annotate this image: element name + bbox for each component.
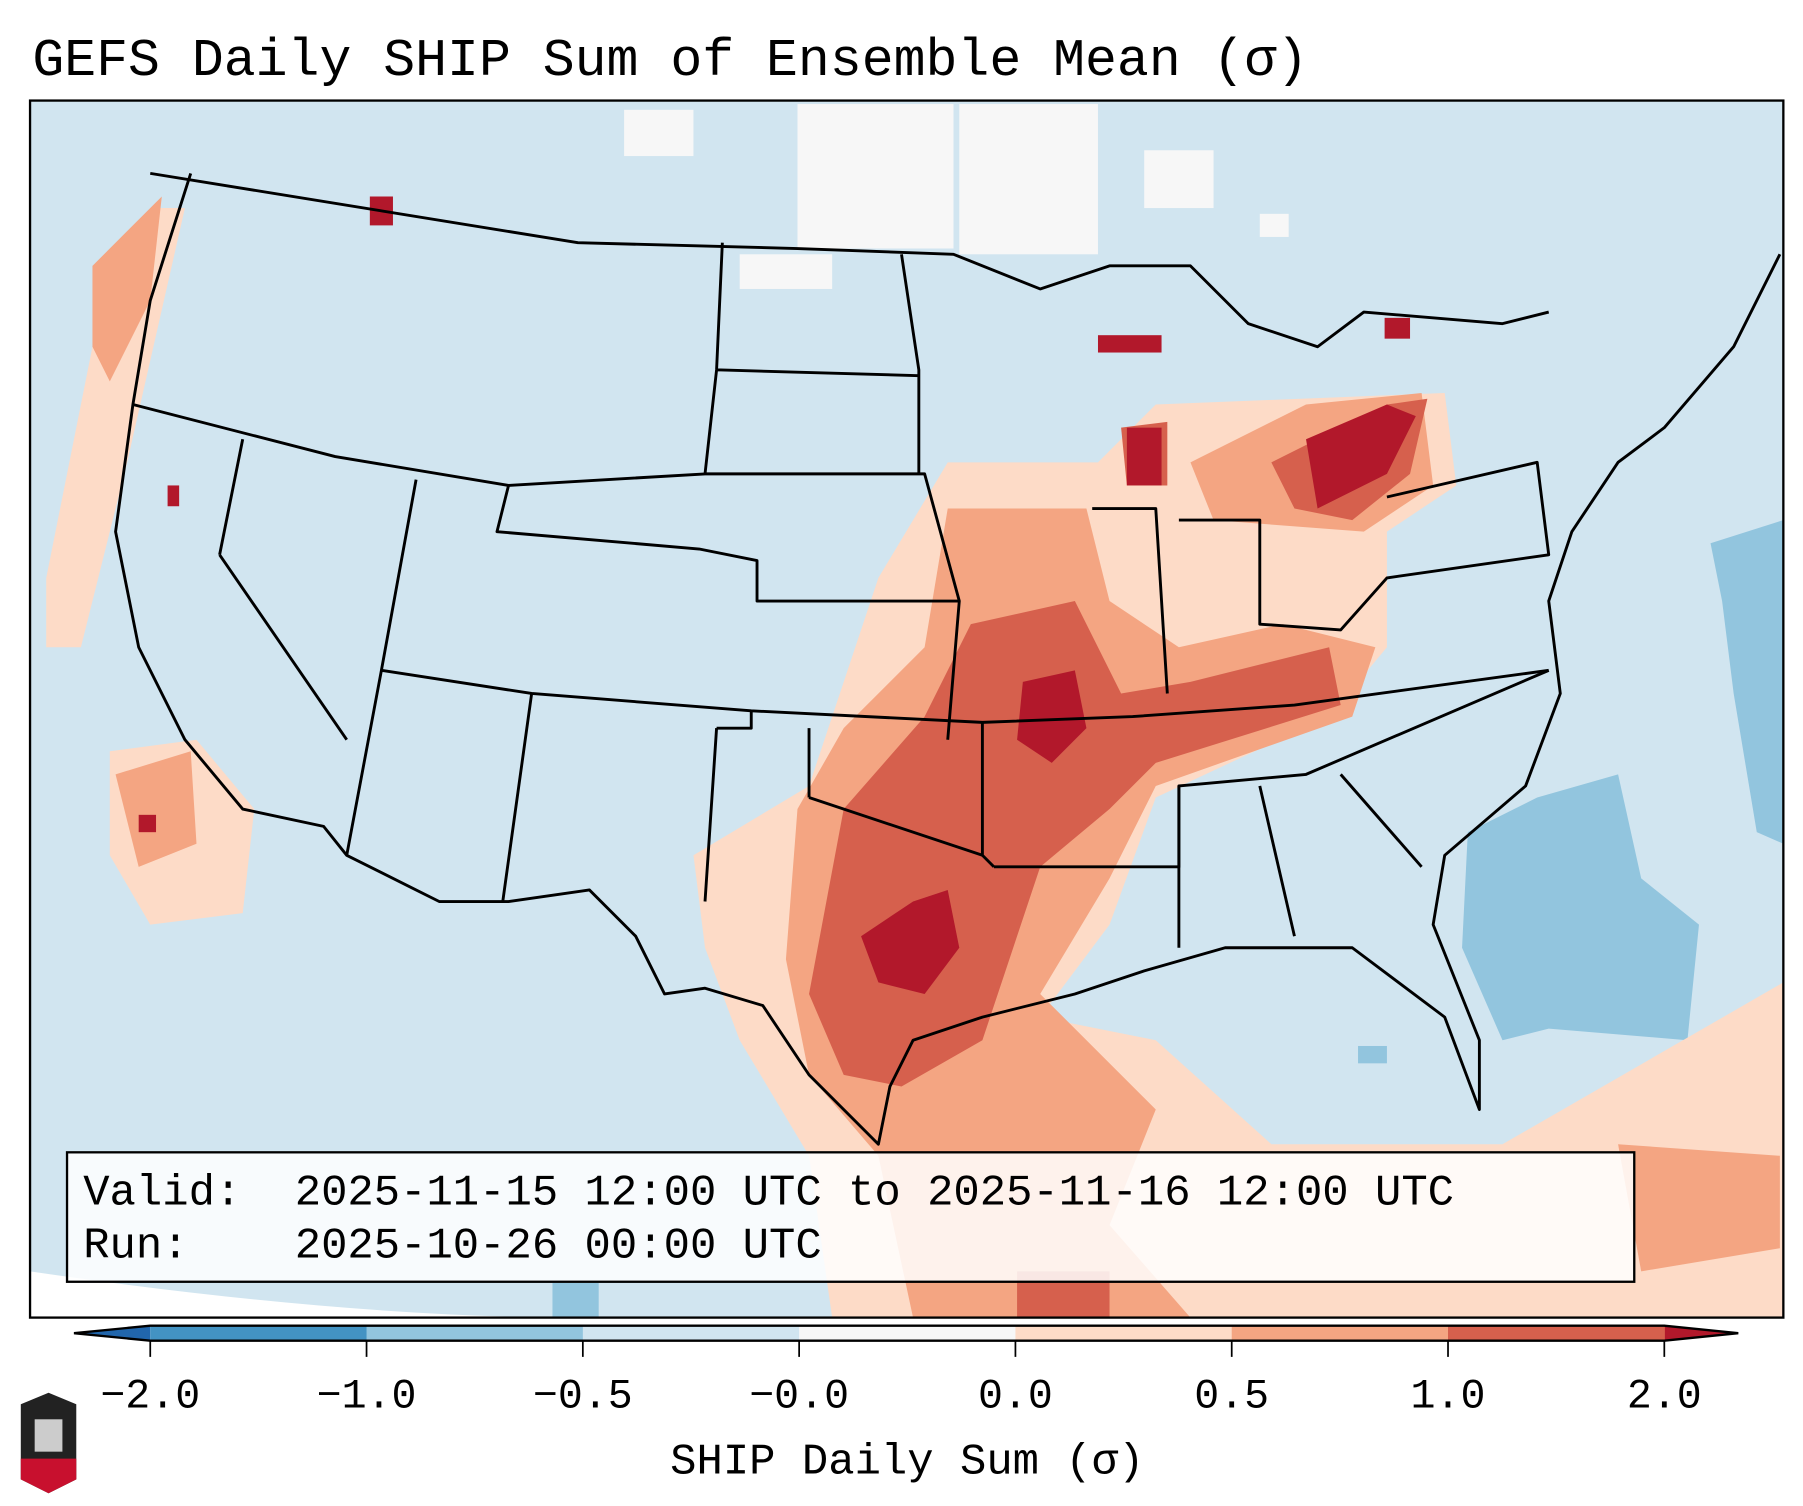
state-and-coast-boundaries [114,171,1782,1146]
colorbar-tick-label: 0.0 [978,1374,1053,1421]
colorbar-bin [150,1325,368,1341]
colorbar-tick-label: 0.5 [1194,1374,1269,1421]
colorbar-bin [1448,1325,1665,1341]
extreme-positive-patches [138,196,1416,994]
run-value: 2025-10-26 00:00 UTC [295,1221,822,1271]
colorbar: −2.0 −1.0 −0.5 −0.0 0.0 0.5 1.0 2.0 [73,1324,1739,1421]
figure-title: GEFS Daily SHIP Sum of Ensemble Mean (σ) [32,31,1308,91]
colorbar-bin [366,1325,584,1341]
colorbar-under-extension [73,1325,151,1341]
negative-anomaly-patches [552,520,1784,1318]
colorbar-bin [799,1325,1017,1341]
map-panel [28,99,1785,1319]
valid-value: 2025-11-15 12:00 UTC to 2025-11-16 12:00… [295,1168,1454,1218]
niu-logo [20,1392,77,1494]
colorbar-tick-label: −1.0 [317,1374,417,1421]
colorbar-bin [582,1325,800,1341]
colorbar-tick-label: 2.0 [1627,1374,1702,1421]
colorbar-bin [1231,1325,1449,1341]
neutral-patches [624,104,1289,289]
colorbar-label: SHIP Daily Sum (σ) [670,1438,1144,1488]
colorbar-tick-label: 1.0 [1411,1374,1486,1421]
map-frame [28,99,1785,1319]
colorbar-bin [1015,1325,1233,1341]
colorbar-over-extension [1664,1325,1739,1341]
colorbar-tick-label: −0.0 [749,1374,849,1421]
valid-label: Valid: [83,1168,241,1218]
run-label: Run: [83,1221,188,1271]
colorbar-tick-label: −2.0 [100,1374,200,1421]
info-box: Valid: 2025-11-15 12:00 UTC to 2025-11-1… [65,1151,1636,1283]
colorbar-tick-label: −0.5 [533,1374,633,1421]
out-of-domain-corner [30,1271,578,1318]
